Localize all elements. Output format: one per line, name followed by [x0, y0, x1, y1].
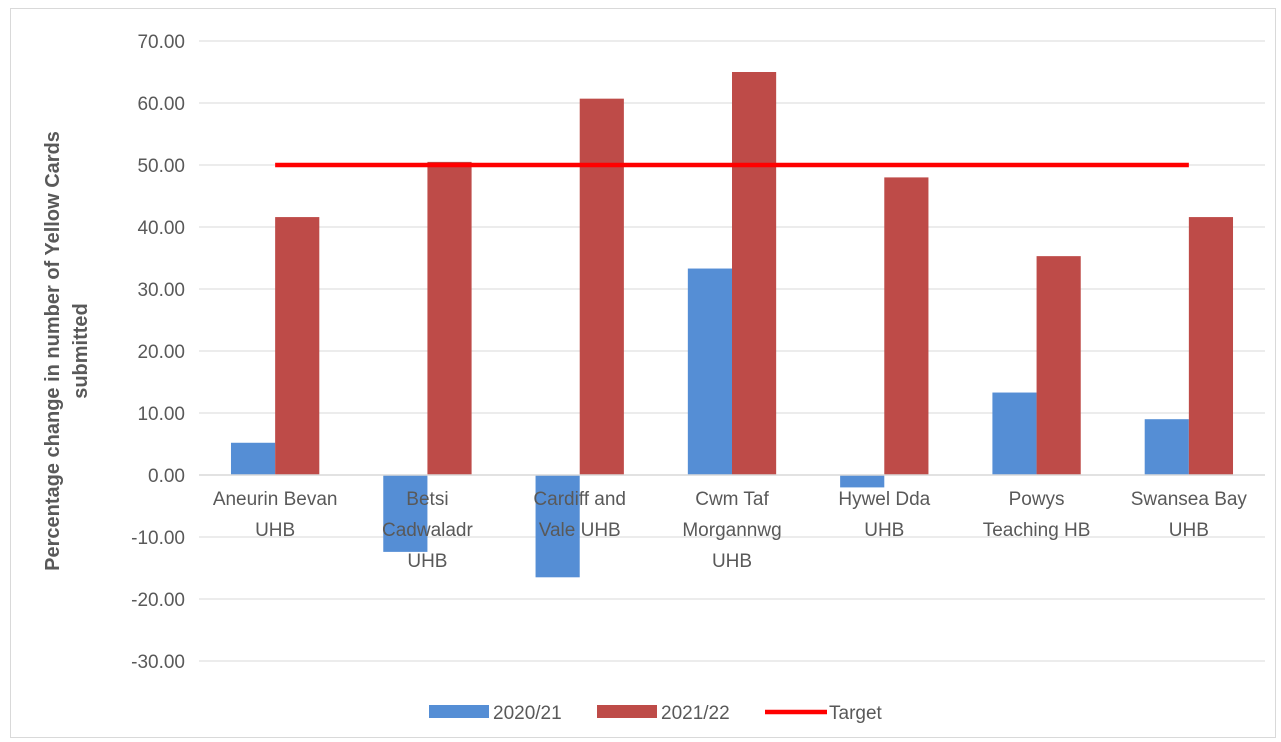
bar-2021-22-4 [884, 177, 929, 475]
y-tick-label: 20.00 [137, 342, 185, 363]
y-tick-label: 60.00 [137, 94, 185, 115]
bar-2020-21-1 [383, 475, 428, 552]
category-label: Aneurin Bevan UHB [213, 489, 338, 541]
bar-2020-21-6 [1144, 419, 1189, 475]
category-label: Betsi Cadwaladr UHB [382, 489, 473, 572]
bar-2020-21-2 [535, 475, 580, 578]
category-label-line: Cwm Taf [695, 489, 769, 510]
category-label-line: UHB [864, 520, 904, 541]
legend-swatch-2020-21 [429, 705, 489, 718]
category-label: Powys Teaching HB [983, 489, 1091, 541]
y-tick-label: 70.00 [137, 32, 185, 53]
legend-label: 2021/22 [661, 703, 730, 724]
legend-label: 2020/21 [493, 703, 562, 724]
y-axis-title-line: submitted [70, 303, 92, 399]
category-label-line: Cadwaladr [382, 520, 473, 541]
legend-swatch-2021-22 [597, 705, 657, 718]
bar-2020-21-3 [687, 268, 732, 475]
category-label-line: Aneurin Bevan [213, 489, 338, 510]
y-tick-label: -10.00 [131, 528, 185, 549]
y-tick-label: -20.00 [131, 590, 185, 611]
y-tick-label: 0.00 [148, 466, 185, 487]
legend: 2020/21 2021/22 Target [429, 703, 883, 724]
bar-chart: -30.00 -20.00 -10.00 0.00 10.00 20.00 30.00 40.… [42, 32, 1265, 724]
bar-2021-22-3 [732, 72, 777, 475]
category-label-line: Cardiff and [533, 489, 626, 510]
y-tick-label: 10.00 [137, 404, 185, 425]
bar-2021-22-5 [1036, 256, 1081, 475]
category-label: Swansea Bay UHB [1131, 489, 1248, 541]
category-label-line: Vale UHB [539, 520, 621, 541]
y-tick-label: -30.00 [131, 652, 185, 673]
category-label-line: Teaching HB [983, 520, 1091, 541]
bar-2021-22-0 [275, 217, 320, 475]
category-labels: Aneurin Bevan UHB Betsi Cadwaladr UHB Cardiff… [213, 489, 1248, 572]
y-axis-title-line: Percentage change in number of Yellow Ca… [42, 131, 64, 571]
bar-2020-21-4 [840, 475, 885, 488]
bar-2020-21-5 [992, 392, 1037, 475]
y-axis-title: Percentage change in number of Yellow Ca… [42, 131, 92, 571]
bar-2021-22-6 [1188, 217, 1234, 475]
category-label-line: UHB [712, 551, 752, 572]
y-axis-ticks: -30.00 -20.00 -10.00 0.00 10.00 20.00 30.00 40.… [131, 32, 185, 673]
y-tick-label: 30.00 [137, 280, 185, 301]
bar-2020-21-0 [230, 442, 276, 475]
y-tick-label: 40.00 [137, 218, 185, 239]
category-label: Hywel Dda UHB [838, 489, 930, 541]
bar-2021-22-1 [427, 161, 472, 475]
category-label-line: Hywel Dda [838, 489, 930, 510]
category-label: Cwm Taf Morgannwg UHB [682, 489, 781, 572]
category-label-line: UHB [255, 520, 295, 541]
category-label-line: UHB [407, 551, 447, 572]
category-label: Cardiff and Vale UHB [533, 489, 626, 541]
category-label-line: Betsi [406, 489, 448, 510]
bar-2021-22-2 [579, 98, 624, 475]
category-label-line: Swansea Bay [1131, 489, 1248, 510]
category-label-line: Morgannwg [682, 520, 781, 541]
category-label-line: Powys [1009, 489, 1065, 510]
category-label-line: UHB [1169, 520, 1209, 541]
legend-label: Target [829, 703, 883, 724]
bars [230, 72, 1234, 578]
chart-frame: -30.00 -20.00 -10.00 0.00 10.00 20.00 30.00 40.… [10, 8, 1276, 738]
y-axis-label: Percentage change in number of Yellow Ca… [42, 131, 92, 571]
y-tick-label: 50.00 [137, 156, 185, 177]
